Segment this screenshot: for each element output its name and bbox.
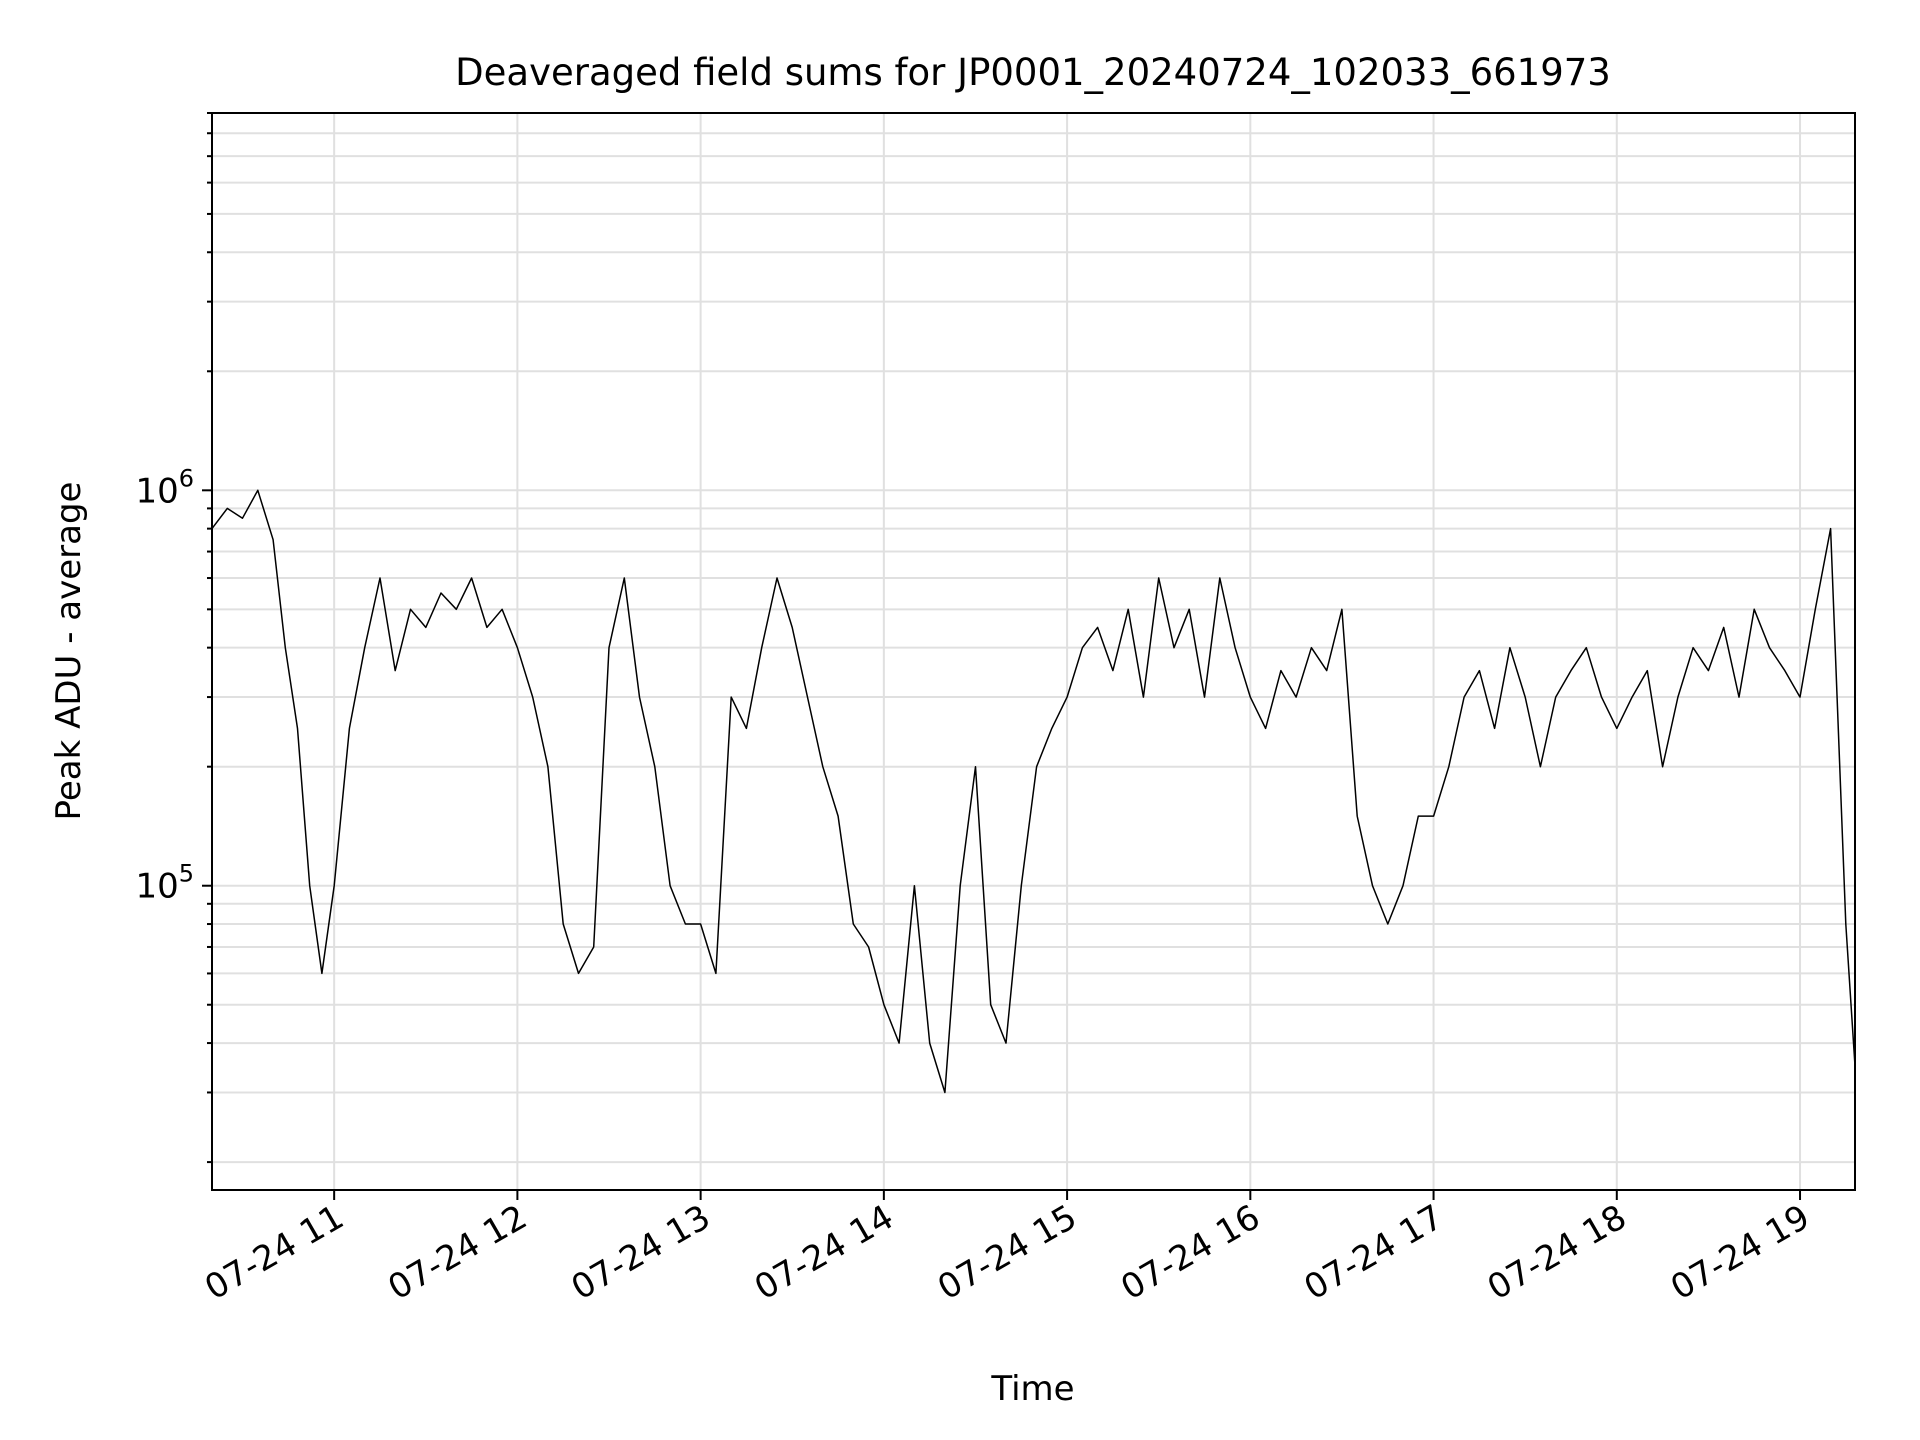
series-line-0 [211, 489, 1856, 1094]
line-series [211, 489, 1856, 1094]
plot-frame [211, 112, 1856, 1191]
grid [212, 112, 1855, 1190]
x-axis-label: Time [990, 1369, 1074, 1409]
y-tick-exponent: 5 [179, 860, 194, 888]
chart-title: Deaveraged field sums for JP0001_2024072… [455, 51, 1611, 94]
y-tick-exponent: 6 [179, 464, 194, 492]
y-axis-label: Peak ADU - average [49, 482, 89, 821]
